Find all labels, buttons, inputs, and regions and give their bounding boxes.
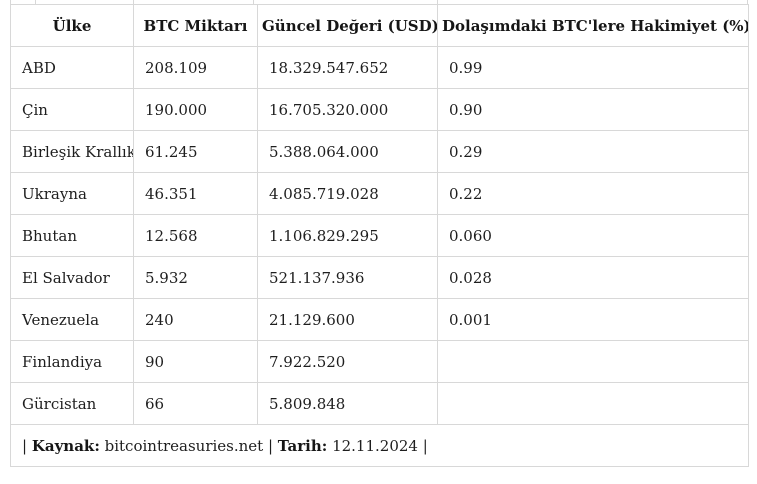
cell-btc-amount: 66 — [133, 382, 258, 425]
cell-usd-value: 1.106.829.295 — [257, 214, 438, 257]
cell-dominance: 0.99 — [437, 46, 749, 89]
table-row: Venezuela 240 21.129.600 0.001 — [10, 298, 749, 341]
cell-dominance: 0.060 — [437, 214, 749, 257]
source-note: | Kaynak: bitcointreasuries.net | Tarih:… — [10, 424, 749, 467]
cell-btc-amount: 5.932 — [133, 256, 258, 299]
date-label: Tarih: — [277, 436, 328, 455]
table-header: Ülke BTC Miktarı Güncel Değeri (USD) Dol… — [10, 4, 749, 47]
cell-usd-value: 16.705.320.000 — [257, 88, 438, 131]
cell-country: Bhutan — [10, 214, 134, 257]
cell-btc-amount: 190.000 — [133, 88, 258, 131]
cell-dominance — [437, 382, 749, 425]
cell-country: Çin — [10, 88, 134, 131]
cell-country: Ukrayna — [10, 172, 134, 215]
table-footer: | Kaynak: bitcointreasuries.net | Tarih:… — [10, 424, 749, 467]
btc-holdings-table: Ülke BTC Miktarı Güncel Değeri (USD) Dol… — [10, 4, 749, 467]
remnant-line — [10, 0, 11, 4]
table-row: Birleşik Krallık 61.245 5.388.064.000 0.29 — [10, 130, 749, 173]
table-row: ABD 208.109 18.329.547.652 0.99 — [10, 46, 749, 89]
table-row: Ukrayna 46.351 4.085.719.028 0.22 — [10, 172, 749, 215]
cell-btc-amount: 61.245 — [133, 130, 258, 173]
cell-country: Finlandiya — [10, 340, 134, 383]
cell-country: Gürcistan — [10, 382, 134, 425]
table-row: Çin 190.000 16.705.320.000 0.90 — [10, 88, 749, 131]
cell-usd-value: 21.129.600 — [257, 298, 438, 341]
cell-dominance: 0.90 — [437, 88, 749, 131]
column-header-btc-amount: BTC Miktarı — [133, 4, 258, 47]
cell-usd-value: 5.809.848 — [257, 382, 438, 425]
column-header-country: Ülke — [10, 4, 134, 47]
remnant-line — [437, 0, 438, 4]
table-row: El Salvador 5.932 521.137.936 0.028 — [10, 256, 749, 299]
cell-usd-value: 4.085.719.028 — [257, 172, 438, 215]
footer-row: | Kaynak: bitcointreasuries.net | Tarih:… — [10, 424, 749, 467]
cell-country: El Salvador — [10, 256, 134, 299]
table-row: Gürcistan 66 5.809.848 — [10, 382, 749, 425]
cell-country: Venezuela — [10, 298, 134, 341]
remnant-line — [35, 0, 36, 4]
date-value: 12.11.2024 | — [327, 436, 428, 455]
header-row: Ülke BTC Miktarı Güncel Değeri (USD) Dol… — [10, 4, 749, 47]
cell-dominance: 0.22 — [437, 172, 749, 215]
cell-country: Birleşik Krallık — [10, 130, 134, 173]
cell-usd-value: 7.922.520 — [257, 340, 438, 383]
cell-btc-amount: 90 — [133, 340, 258, 383]
table-row: Bhutan 12.568 1.106.829.295 0.060 — [10, 214, 749, 257]
source-value: bitcointreasuries.net | — [99, 436, 278, 455]
remnant-line — [747, 0, 748, 4]
source-label: Kaynak: — [31, 436, 100, 455]
cell-btc-amount: 208.109 — [133, 46, 258, 89]
remnant-line — [253, 0, 254, 4]
cell-btc-amount: 12.568 — [133, 214, 258, 257]
cell-btc-amount: 46.351 — [133, 172, 258, 215]
cell-dominance: 0.29 — [437, 130, 749, 173]
cell-usd-value: 18.329.547.652 — [257, 46, 438, 89]
cell-dominance: 0.001 — [437, 298, 749, 341]
column-header-dominance: Dolaşımdaki BTC'lere Hakimiyet (%) — [437, 4, 749, 47]
cell-dominance — [437, 340, 749, 383]
cell-btc-amount: 240 — [133, 298, 258, 341]
table-row: Finlandiya 90 7.922.520 — [10, 340, 749, 383]
cell-usd-value: 5.388.064.000 — [257, 130, 438, 173]
cell-country: ABD — [10, 46, 134, 89]
table-body: ABD 208.109 18.329.547.652 0.99 Çin 190.000 16… — [10, 46, 749, 425]
cell-usd-value: 521.137.936 — [257, 256, 438, 299]
footer-pipe-open: | — [22, 436, 32, 455]
column-header-usd-value: Güncel Değeri (USD) — [257, 4, 438, 47]
remnant-line — [133, 0, 134, 4]
cell-dominance: 0.028 — [437, 256, 749, 299]
